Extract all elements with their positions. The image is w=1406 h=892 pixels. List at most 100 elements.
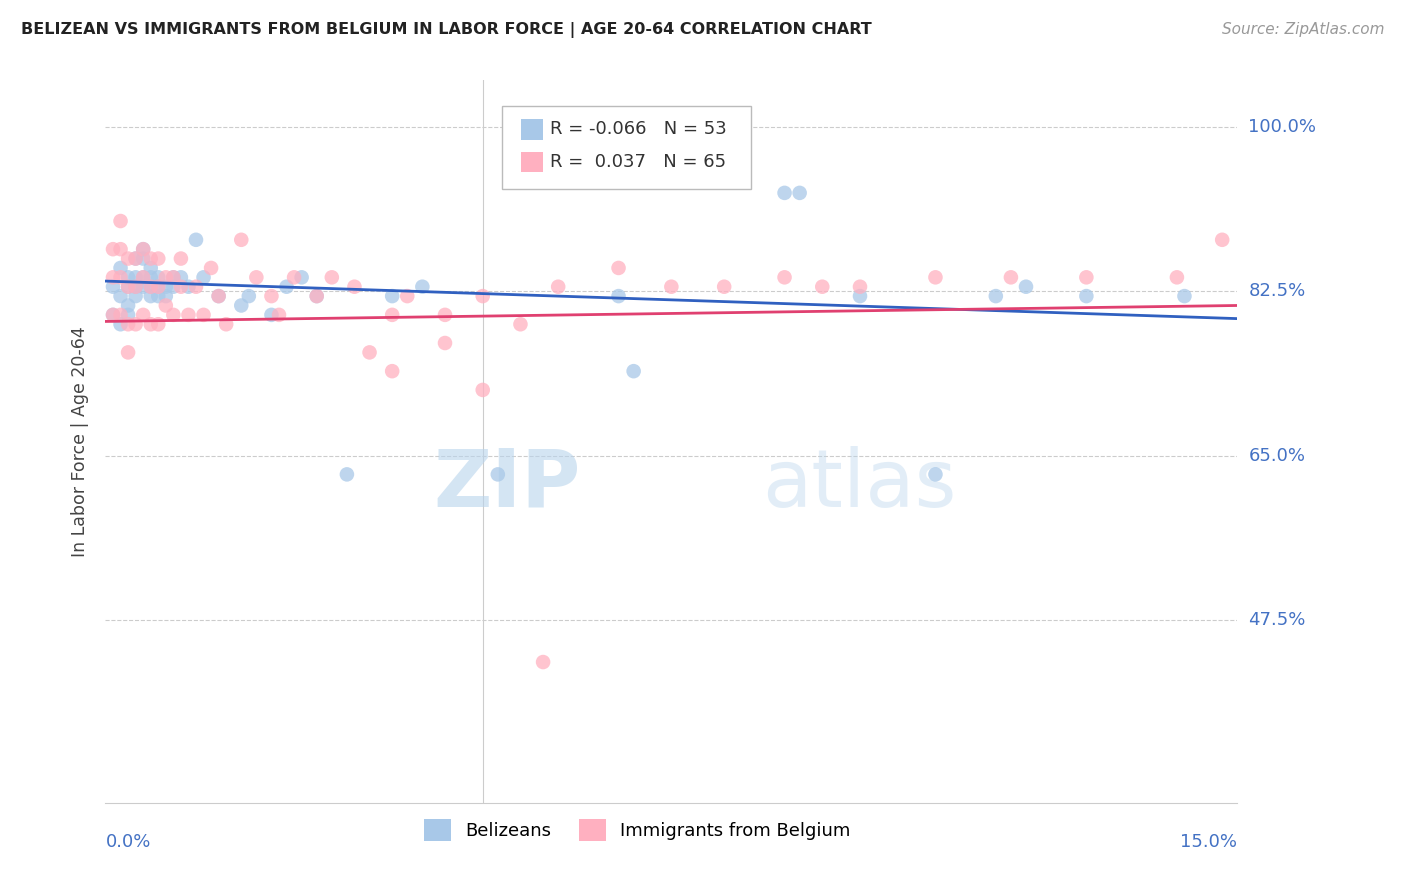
Point bbox=[433, 336, 456, 351]
Point bbox=[124, 252, 146, 266]
Point bbox=[396, 289, 419, 303]
Point bbox=[1000, 270, 1022, 285]
Point bbox=[124, 252, 146, 266]
Point bbox=[547, 279, 569, 293]
Point bbox=[117, 270, 139, 285]
Point bbox=[359, 345, 381, 359]
Point bbox=[238, 289, 260, 303]
Point bbox=[101, 308, 124, 322]
Point bbox=[148, 252, 170, 266]
Point bbox=[162, 308, 184, 322]
Point bbox=[132, 242, 155, 256]
Point bbox=[117, 298, 139, 312]
Text: Source: ZipAtlas.com: Source: ZipAtlas.com bbox=[1222, 22, 1385, 37]
Point bbox=[193, 270, 215, 285]
Point bbox=[170, 279, 193, 293]
Point bbox=[124, 279, 146, 293]
Point bbox=[305, 289, 328, 303]
Point bbox=[661, 279, 683, 293]
Point bbox=[531, 655, 554, 669]
Point bbox=[1076, 289, 1098, 303]
Point bbox=[124, 289, 146, 303]
Point bbox=[117, 279, 139, 293]
Bar bbox=[520, 152, 544, 172]
Point bbox=[291, 270, 314, 285]
Point bbox=[471, 383, 494, 397]
Point bbox=[713, 279, 735, 293]
Bar bbox=[520, 120, 544, 139]
Text: BELIZEAN VS IMMIGRANTS FROM BELGIUM IN LABOR FORCE | AGE 20-64 CORRELATION CHART: BELIZEAN VS IMMIGRANTS FROM BELGIUM IN L… bbox=[21, 22, 872, 38]
Point bbox=[139, 260, 162, 275]
Text: 47.5%: 47.5% bbox=[1249, 611, 1306, 629]
Point bbox=[321, 270, 343, 285]
Text: 15.0%: 15.0% bbox=[1180, 833, 1237, 851]
Point bbox=[849, 289, 872, 303]
Point bbox=[381, 289, 404, 303]
Point bbox=[231, 298, 253, 312]
Point bbox=[110, 214, 132, 228]
Point bbox=[101, 270, 124, 285]
Point bbox=[139, 270, 162, 285]
Point bbox=[193, 308, 215, 322]
Point bbox=[283, 270, 305, 285]
Point bbox=[177, 279, 200, 293]
Point bbox=[336, 467, 359, 482]
Point bbox=[276, 279, 298, 293]
Point bbox=[184, 279, 207, 293]
Point bbox=[139, 252, 162, 266]
Point bbox=[148, 279, 170, 293]
Point bbox=[260, 308, 283, 322]
Point bbox=[471, 289, 494, 303]
Point bbox=[117, 308, 139, 322]
Text: atlas: atlas bbox=[762, 446, 956, 524]
Point bbox=[139, 318, 162, 332]
Point bbox=[162, 270, 184, 285]
Text: R = -0.066   N = 53: R = -0.066 N = 53 bbox=[550, 120, 727, 138]
Point bbox=[1211, 233, 1233, 247]
Point bbox=[132, 242, 155, 256]
Point bbox=[381, 364, 404, 378]
Point bbox=[110, 289, 132, 303]
Point bbox=[245, 270, 267, 285]
Point bbox=[132, 270, 155, 285]
Point bbox=[773, 270, 796, 285]
Point bbox=[433, 308, 456, 322]
Point bbox=[177, 308, 200, 322]
Point bbox=[811, 279, 834, 293]
FancyBboxPatch shape bbox=[502, 105, 751, 189]
Text: 82.5%: 82.5% bbox=[1249, 283, 1306, 301]
Text: 0.0%: 0.0% bbox=[105, 833, 150, 851]
Point bbox=[155, 279, 177, 293]
Point bbox=[208, 289, 231, 303]
Point bbox=[155, 298, 177, 312]
Point bbox=[231, 233, 253, 247]
Text: 100.0%: 100.0% bbox=[1249, 119, 1316, 136]
Point bbox=[124, 318, 146, 332]
Point bbox=[208, 289, 231, 303]
Point bbox=[101, 308, 124, 322]
Point bbox=[200, 260, 222, 275]
Point bbox=[132, 279, 155, 293]
Point bbox=[343, 279, 366, 293]
Point bbox=[117, 345, 139, 359]
Point bbox=[924, 467, 946, 482]
Point bbox=[607, 260, 630, 275]
Point bbox=[139, 279, 162, 293]
Point bbox=[215, 318, 238, 332]
Point bbox=[124, 279, 146, 293]
Point bbox=[148, 279, 170, 293]
Point bbox=[260, 289, 283, 303]
Point bbox=[148, 289, 170, 303]
Point bbox=[1076, 270, 1098, 285]
Point bbox=[110, 242, 132, 256]
Point bbox=[148, 270, 170, 285]
Point bbox=[1166, 270, 1188, 285]
Point bbox=[924, 270, 946, 285]
Point bbox=[170, 270, 193, 285]
Point bbox=[381, 308, 404, 322]
Point bbox=[139, 279, 162, 293]
Point bbox=[1015, 279, 1038, 293]
Legend: Belizeans, Immigrants from Belgium: Belizeans, Immigrants from Belgium bbox=[418, 812, 858, 848]
Point bbox=[184, 233, 207, 247]
Point bbox=[132, 308, 155, 322]
